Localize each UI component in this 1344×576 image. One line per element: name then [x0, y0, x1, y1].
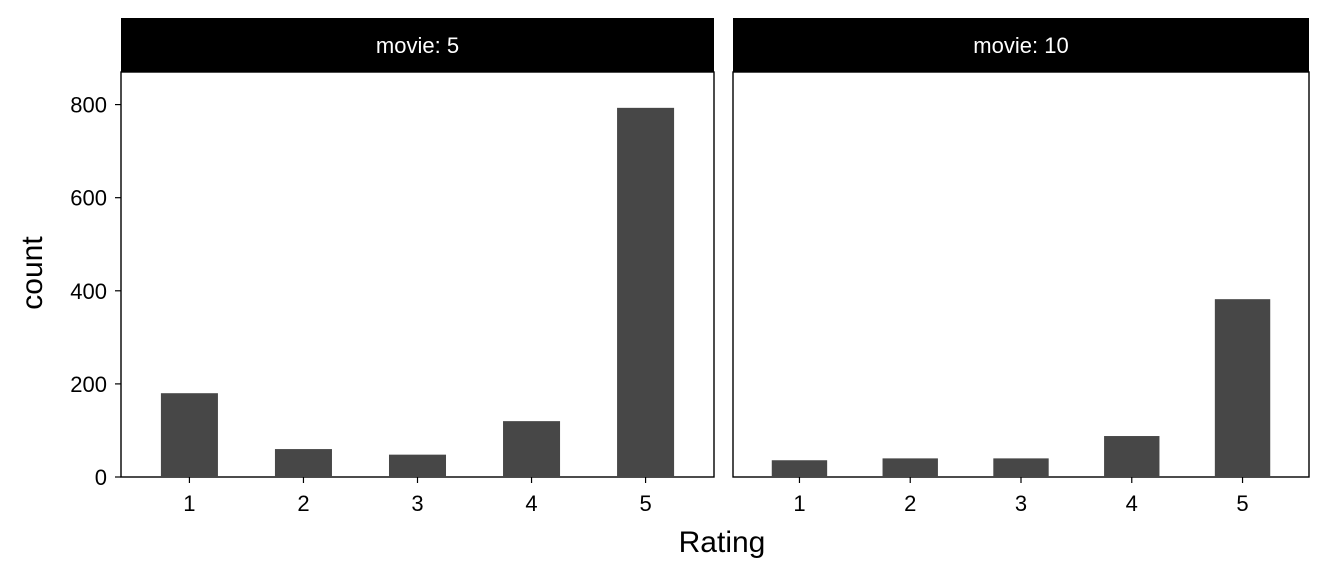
- x-tick-label: 5: [1236, 491, 1248, 516]
- bar: [617, 107, 675, 478]
- bar: [1104, 436, 1160, 477]
- facet-strip-label: movie: 5: [376, 33, 459, 58]
- facet-strip: [121, 18, 714, 72]
- bar: [388, 454, 447, 477]
- y-tick-label: 800: [70, 93, 107, 118]
- x-axis-title: Rating: [679, 526, 766, 559]
- bar: [503, 421, 561, 477]
- y-axis-title: count: [16, 236, 49, 310]
- x-tick-label: 3: [1015, 491, 1027, 516]
- y-tick-label: 400: [70, 279, 107, 304]
- x-tick-label: 5: [639, 491, 651, 516]
- bar: [1214, 299, 1271, 477]
- y-tick-label: 0: [95, 465, 107, 490]
- panels-layer: movie: 5 1 2 3 4 5 movie: 10 1 2 3 4 5: [120, 18, 1310, 516]
- bar: [882, 458, 938, 477]
- facet-strip-label: movie: 10: [973, 33, 1068, 58]
- x-tick-label: 1: [183, 491, 195, 516]
- bar: [274, 449, 332, 477]
- x-tick-label: 4: [525, 491, 537, 516]
- x-tick-label: 4: [1126, 491, 1138, 516]
- x-tick-label: 2: [297, 491, 309, 516]
- x-tick-label: 3: [411, 491, 423, 516]
- x-tick-label: 2: [904, 491, 916, 516]
- bar: [993, 458, 1049, 477]
- y-tick-label: 600: [70, 186, 107, 211]
- facet-panel-10: movie: 10 1 2 3 4 5: [732, 18, 1310, 516]
- facet-strip: [733, 18, 1309, 72]
- facet-panel-5: movie: 5 1 2 3 4 5: [120, 18, 715, 516]
- bar: [771, 460, 828, 477]
- y-tick-label: 200: [70, 372, 107, 397]
- bar: [160, 393, 218, 477]
- x-tick-label: 1: [793, 491, 805, 516]
- y-axis: 0 200 400 600 800: [70, 93, 121, 490]
